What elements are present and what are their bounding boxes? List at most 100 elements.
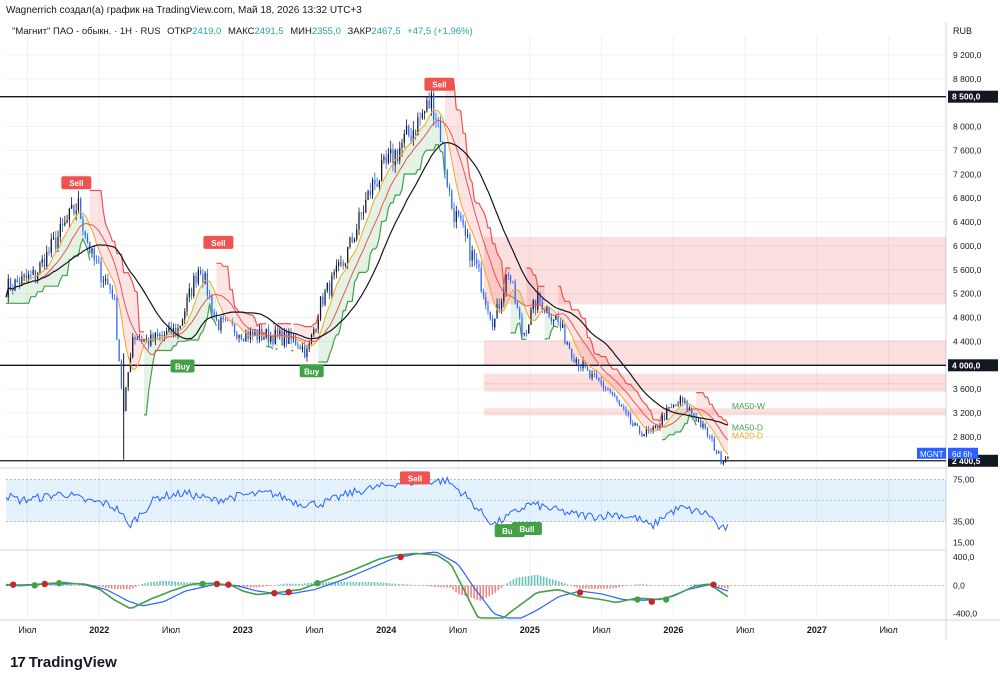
resistance-zone [483,383,946,392]
candle-body [77,198,80,211]
macd-histogram-bar [461,585,463,596]
candle-body [233,324,236,333]
open-value: 2419,0 [192,26,222,37]
candle-body [326,282,328,291]
macd-histogram-bar [355,582,358,586]
candle-body [691,408,693,414]
time-tick-label: 2024 [376,625,396,635]
macd-histogram-bar [566,584,569,586]
candle-body [381,160,383,181]
macd-cross-point [41,580,48,588]
candle-body [724,458,727,462]
macd-histogram-bar [485,585,488,598]
macd-histogram-bar [165,580,167,586]
candle-body [396,150,399,161]
trend-fills [6,82,729,455]
candle-body [609,388,611,392]
macd-histogram-bar [264,585,267,587]
macd-histogram-bar [373,582,376,586]
bull-signal-badge [511,522,542,535]
candle-body [383,156,385,161]
candle-body [231,320,233,325]
symbol-name[interactable]: "Магнит" ПАО - обыкн. · 1Н · RUS [12,26,161,37]
macd-histogram-bar [156,581,158,586]
macd-histogram-bar [536,574,539,586]
macd-histogram-bar [488,585,491,597]
time-tick-label: Июл [879,625,897,635]
macd-histogram-bar [588,585,590,589]
candle-body [147,338,150,346]
macd-cross-point [271,589,278,597]
candle-body [616,395,618,401]
candle-body [543,311,546,313]
macd-histogram-bar [554,580,557,586]
macd-histogram-bar [639,584,642,586]
candle-body [82,218,84,232]
candle-body [215,314,218,321]
candle-body [645,428,648,434]
candle-body [64,222,66,226]
macd-histogram-bar [521,576,524,586]
macd-histogram-bar [122,585,125,590]
price-axis[interactable]: 2 800,0 3 200,0 3 600,0 4 400,0 4 800,0 5 200… [917,50,998,619]
macd-histogram-bar [252,585,255,588]
macd-cross-point [55,580,63,587]
candle-body [181,319,184,326]
candle-body [100,261,102,282]
trailing-stop-up [266,345,274,350]
candle-body [236,332,238,339]
uptrend-fill [318,110,445,362]
candle-body [304,346,306,358]
macd-histogram-bar [325,582,327,586]
oscillator-pane: Sell Bull Bull [5,471,946,538]
trailing-stop-up [318,144,446,363]
candle-body [344,263,347,266]
price-tick-label: 8 800,0 [953,74,982,84]
candle-body [50,239,52,253]
macd-histogram-bar [615,585,617,589]
candle-body [607,388,609,390]
time-tick-label: Июл [162,625,180,635]
candle-body [220,317,222,331]
candle-body [627,412,629,415]
candle-body [568,342,571,350]
trailing-stop-down [445,82,511,286]
macd-histogram-bar [690,584,693,586]
candle-body [175,328,177,335]
candle-body [539,292,541,303]
macd-cross-point [710,581,717,588]
macd-cross-point [314,580,321,587]
high-label: МАКС [227,26,255,37]
macd-histogram-bar [509,581,512,586]
macd-histogram-bar [189,582,192,586]
macd-histogram-bar [343,581,346,586]
candle-body [424,111,426,114]
candle-body [263,337,265,340]
macd-histogram-bar [573,585,575,587]
level-price-text: 2 400,5 [952,456,981,466]
macd-tick-label: 0,0 [953,580,965,590]
candle-body [118,339,120,362]
candle-body [718,452,720,454]
candle-body [471,250,473,261]
macd-histogram-bar [443,585,445,588]
candle-body [43,259,46,269]
osc-tick-label: 35,00 [953,517,975,527]
macd-histogram-bar [141,583,143,586]
candle-body [417,117,419,136]
candle-body [727,456,729,459]
candle-body [643,433,645,437]
time-axis[interactable]: Июл 2022 Июл 2023 Июл 2024 Июл 2025 Июл 2026 Июл 20… [18,625,897,635]
candle-body [686,401,688,411]
candle-body [679,396,681,404]
currency-label[interactable]: RUB [953,26,973,36]
candle-body [709,436,711,437]
macd-histogram-bar [370,582,373,586]
ma20-line [5,109,729,455]
tradingview-logo[interactable]: 17 TradingView [10,654,117,671]
candle-body [254,332,256,336]
candle-body [224,319,227,320]
buy-signal-badge [170,359,195,373]
candle-body [722,461,724,464]
candle-body [107,279,109,284]
